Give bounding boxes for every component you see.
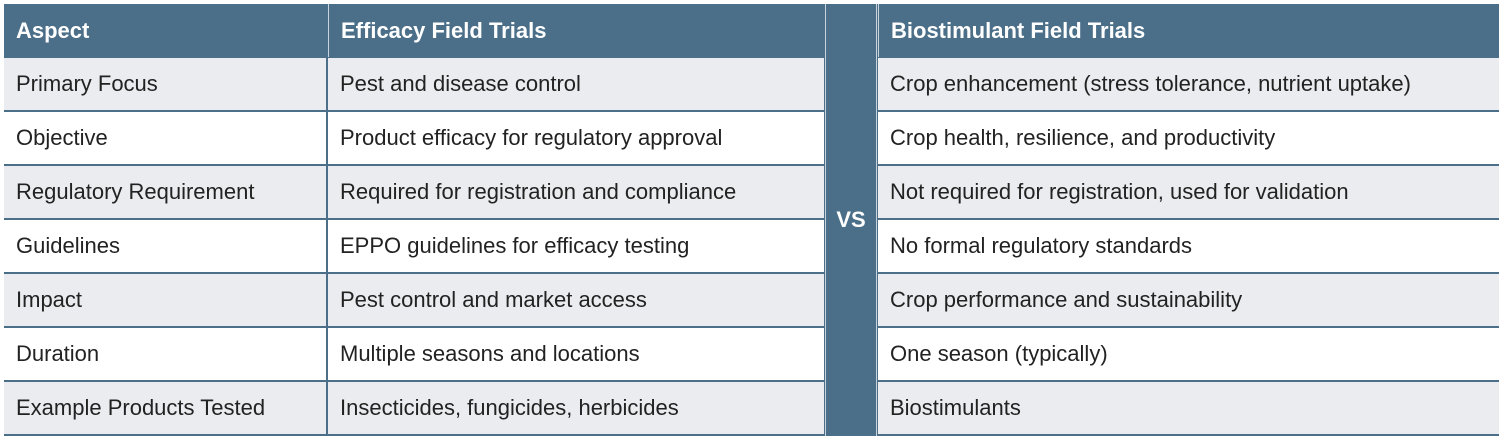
table-cell: Impact: [4, 274, 326, 326]
table-cell: Crop health, resilience, and productivit…: [878, 112, 1499, 164]
table-cell: Not required for registration, used for …: [878, 166, 1499, 218]
header-cell: Aspect: [4, 4, 326, 57]
table-cell: Regulatory Requirement: [4, 166, 326, 218]
table-cell: Biostimulants: [878, 382, 1499, 434]
table-cell: No formal regulatory standards: [878, 220, 1499, 272]
table-cell: One season (typically): [878, 328, 1499, 380]
table-cell: Objective: [4, 112, 326, 164]
vs-divider: VS: [825, 4, 877, 436]
table-cell: Duration: [4, 328, 326, 380]
table-cell: EPPO guidelines for efficacy testing: [328, 220, 824, 272]
table-cell: Example Products Tested: [4, 382, 326, 434]
table-cell: Crop performance and sustainability: [878, 274, 1499, 326]
table-cell: Crop enhancement (stress tolerance, nutr…: [878, 58, 1499, 110]
header-cell: Biostimulant Field Trials: [878, 4, 1499, 57]
table-cell: Primary Focus: [4, 58, 326, 110]
table-cell: Pest and disease control: [328, 58, 824, 110]
header-cell: Efficacy Field Trials: [328, 4, 824, 57]
table-cell: Required for registration and compliance: [328, 166, 824, 218]
table-cell: Guidelines: [4, 220, 326, 272]
table-cell: Pest control and market access: [328, 274, 824, 326]
table-cell: Insecticides, fungicides, herbicides: [328, 382, 824, 434]
table-cell: Product efficacy for regulatory approval: [328, 112, 824, 164]
table-cell: Multiple seasons and locations: [328, 328, 824, 380]
